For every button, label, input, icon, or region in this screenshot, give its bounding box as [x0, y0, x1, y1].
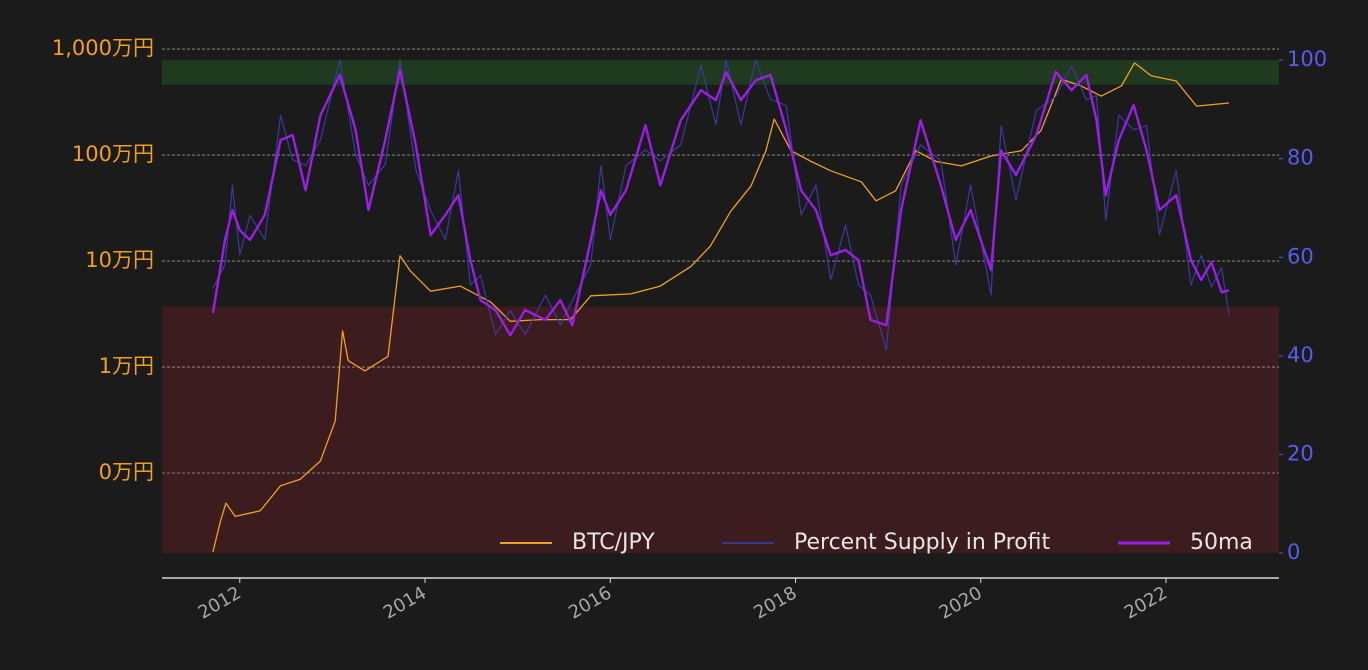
y-tick-label: 1万円	[99, 354, 154, 378]
y-tick-label: 0万円	[99, 460, 154, 484]
y2-tick-label: 0	[1287, 540, 1300, 564]
series-line	[212, 59, 1230, 351]
y2-tick-label: 20	[1287, 441, 1314, 465]
legend-label: 50ma	[1190, 530, 1253, 555]
y2-tick-label: 60	[1287, 244, 1314, 268]
series-line	[212, 62, 1230, 553]
legend-label: Percent Supply in Profit	[794, 530, 1051, 555]
y2-tick-label: 100	[1287, 47, 1327, 71]
band	[162, 306, 1279, 553]
y-tick-label: 100万円	[72, 142, 154, 166]
band	[162, 60, 1279, 85]
y-tick-label: 10万円	[85, 248, 154, 272]
series-line	[211, 68, 1230, 337]
y2-tick-label: 80	[1287, 146, 1314, 170]
legend-label: BTC/JPY	[572, 530, 655, 555]
y2-tick-label: 40	[1287, 343, 1314, 367]
y-tick-label: 1,000万円	[52, 36, 154, 60]
